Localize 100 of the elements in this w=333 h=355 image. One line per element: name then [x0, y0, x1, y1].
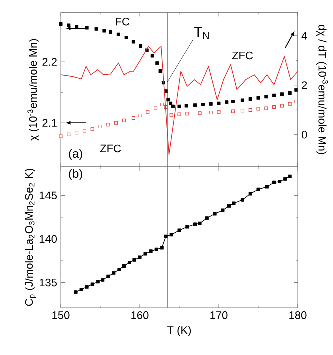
point	[114, 121, 118, 125]
point	[278, 180, 282, 184]
series-label: ZFC	[232, 52, 253, 60]
point	[170, 233, 174, 237]
point	[128, 260, 132, 264]
point	[178, 112, 182, 116]
point	[272, 105, 276, 109]
point	[132, 116, 136, 120]
point	[112, 271, 116, 275]
point	[154, 248, 158, 252]
point	[228, 204, 232, 208]
point	[106, 274, 110, 278]
point	[240, 109, 244, 113]
point	[75, 24, 79, 28]
point	[150, 54, 154, 58]
point	[96, 280, 100, 284]
point	[106, 123, 110, 127]
point	[118, 268, 122, 272]
point	[284, 177, 288, 181]
point	[90, 127, 94, 131]
x-tick-label: 160	[132, 312, 149, 320]
point	[184, 104, 188, 108]
ref-line-label: T$_{N}$	[194, 27, 209, 40]
point	[232, 202, 236, 206]
point	[178, 228, 182, 232]
point	[138, 256, 142, 260]
point	[154, 106, 158, 110]
point	[213, 212, 217, 216]
point	[280, 104, 284, 108]
point	[59, 134, 63, 138]
point	[231, 110, 235, 114]
point	[75, 131, 79, 135]
point	[186, 112, 190, 116]
y-tick-label: 145	[40, 192, 57, 200]
point	[186, 225, 190, 229]
point	[160, 246, 164, 250]
point	[109, 30, 113, 34]
point	[248, 192, 252, 196]
point	[122, 264, 126, 268]
point	[209, 110, 213, 114]
point	[166, 98, 170, 102]
point	[116, 32, 120, 36]
point	[221, 208, 225, 212]
point	[158, 69, 162, 73]
point	[170, 113, 174, 117]
point	[98, 124, 102, 128]
point	[225, 100, 229, 104]
x-tick-label: 170	[210, 312, 228, 320]
point	[217, 110, 221, 114]
point	[288, 102, 292, 106]
point	[280, 92, 284, 96]
y2-tick-label: 2	[302, 82, 308, 90]
point	[85, 285, 89, 289]
y-tick-label: 2.1	[42, 119, 57, 127]
point	[198, 222, 202, 226]
point	[132, 258, 136, 262]
point	[198, 112, 202, 116]
y-axis-title: χ (10$^{-3}$emu/mole Mn)	[28, 39, 40, 141]
point	[101, 278, 105, 282]
x-axis-title: T (K)	[168, 326, 192, 336]
point	[164, 234, 168, 238]
point	[102, 29, 106, 33]
series-label: ZFC	[100, 144, 122, 153]
point	[256, 107, 260, 111]
point	[194, 222, 198, 226]
point	[205, 216, 209, 220]
point	[74, 290, 78, 294]
text: C$_{p}$ (J/mole-La$_{2}$O$_{3}$Mn$_{2}$Se$_{2}$ K)	[25, 169, 36, 306]
point	[288, 174, 292, 178]
point	[248, 108, 252, 112]
series-label: FC	[116, 18, 130, 26]
y-tick-label: 140	[40, 235, 58, 244]
point	[132, 40, 136, 44]
point	[122, 118, 126, 122]
point	[138, 114, 142, 118]
annotation: (a)	[69, 149, 82, 160]
point	[256, 188, 260, 192]
point	[160, 103, 164, 107]
point	[139, 44, 143, 48]
point	[178, 104, 182, 108]
y-tick-label: 2.2	[42, 58, 57, 66]
x-tick-label: 180	[290, 312, 307, 320]
point	[264, 95, 268, 99]
point	[82, 129, 86, 133]
point	[240, 198, 244, 202]
point	[156, 62, 160, 66]
point	[272, 180, 276, 184]
point	[67, 24, 71, 28]
annotation: (b)	[69, 169, 82, 180]
point	[169, 102, 173, 106]
point	[80, 288, 84, 292]
y2-axis-title: dχ / dT (10$^{-3}$emu/mole Mn)	[316, 25, 328, 154]
point	[272, 94, 276, 98]
point	[124, 36, 128, 40]
point	[248, 98, 252, 102]
y-tick-label: 135	[40, 278, 57, 287]
x-tick-label: 150	[52, 312, 70, 320]
point	[217, 102, 221, 106]
y2-tick-label: 4	[302, 32, 308, 40]
point	[265, 185, 269, 189]
